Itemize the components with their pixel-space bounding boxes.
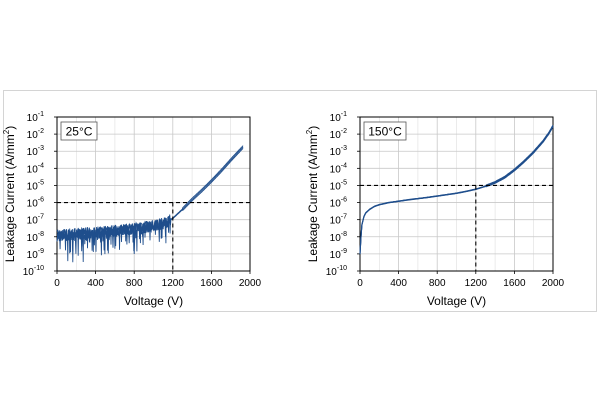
- chart-panel-1: 0 400 800 1200 1600 2000 10-10 10-9 10-8 10-7 10-6…: [2, 111, 262, 308]
- x-tick-label: 1200: [162, 278, 185, 289]
- y-tick-label: 10-7: [27, 214, 44, 227]
- y-tick-label: 10-3: [330, 145, 347, 158]
- x-axis-title: Voltage (V): [427, 294, 486, 308]
- y-tick-label: 10-9: [27, 248, 44, 261]
- y-tick-label: 10-7: [330, 214, 347, 227]
- y-tick-label: 10-1: [27, 111, 44, 124]
- x-tick-label: 800: [126, 278, 143, 289]
- temperature-label: 150°C: [368, 125, 402, 139]
- y-tick-label: 10-2: [330, 128, 347, 141]
- x-tick-label: 0: [357, 278, 363, 289]
- y-tick-label: 10-4: [27, 162, 44, 175]
- figure-frame: [3, 90, 597, 312]
- y-tick-label: 10-4: [330, 162, 347, 175]
- x-tick-label: 1600: [200, 278, 223, 289]
- y-tick-label: 10-5: [27, 179, 44, 192]
- y-tick-label: 10-3: [27, 145, 44, 158]
- series-line: [56, 145, 244, 263]
- temperature-label-box: [60, 121, 98, 141]
- y-tick-label: 10-6: [330, 197, 347, 210]
- y-tick-label: 10-10: [23, 265, 44, 278]
- series-line: [56, 146, 244, 256]
- y-tick-label: 10-10: [326, 265, 347, 278]
- x-axis-title: Voltage (V): [124, 294, 183, 308]
- y-tick-label: 10-9: [330, 248, 347, 261]
- x-tick-label: 400: [87, 278, 104, 289]
- temperature-label-box: [363, 121, 407, 141]
- plot-border: [56, 116, 251, 272]
- series-line: [56, 148, 244, 263]
- x-tick-label: 400: [390, 278, 407, 289]
- y-tick-label: 10-2: [27, 128, 44, 141]
- y-axis-title: Leakage Current (A/mm2): [305, 126, 320, 263]
- x-tick-label: 1200: [465, 278, 488, 289]
- x-tick-label: 0: [54, 278, 60, 289]
- x-tick-label: 1600: [503, 278, 526, 289]
- y-axis-title: Leakage Current (A/mm2): [2, 126, 17, 263]
- temperature-label: 25°C: [66, 125, 93, 139]
- y-tick-label: 10-8: [27, 231, 44, 244]
- y-tick-label: 10-8: [330, 231, 347, 244]
- x-tick-label: 800: [429, 278, 446, 289]
- plot-border: [359, 116, 554, 272]
- y-tick-label: 10-1: [330, 111, 347, 124]
- x-tick-label: 2000: [542, 278, 565, 289]
- y-tick-label: 10-5: [330, 179, 347, 192]
- chart-panel-2: 0 400 800 1200 1600 2000 10-10 10-9 10-8 10-7 10-6…: [305, 111, 565, 308]
- series-line: [359, 124, 554, 254]
- x-tick-label: 2000: [239, 278, 262, 289]
- y-tick-label: 10-6: [27, 197, 44, 210]
